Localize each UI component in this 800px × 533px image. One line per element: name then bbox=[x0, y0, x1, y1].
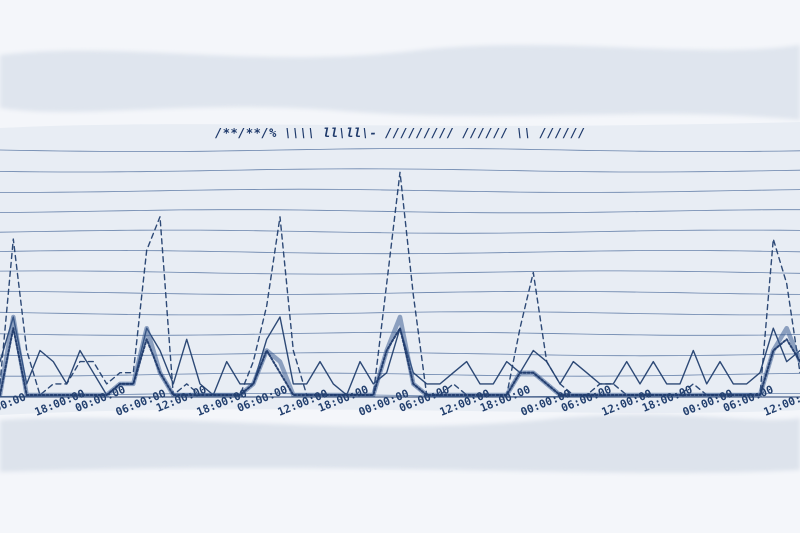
gridline bbox=[0, 209, 800, 214]
gridline bbox=[0, 148, 800, 152]
gridline bbox=[0, 331, 800, 336]
gridline bbox=[0, 188, 800, 193]
gridline bbox=[0, 250, 800, 255]
gridline bbox=[0, 270, 800, 275]
gridline bbox=[0, 229, 800, 234]
plot-wash bbox=[0, 122, 800, 415]
series-line-4 bbox=[0, 327, 800, 396]
chart-title: /**/**/% \\\\ ll\ll\- ///////// ////// \… bbox=[215, 126, 586, 140]
gridline bbox=[0, 352, 800, 357]
gridline bbox=[0, 311, 800, 316]
header-wash bbox=[0, 45, 800, 120]
footer-wash bbox=[0, 414, 800, 473]
gridline bbox=[0, 290, 800, 295]
gridline bbox=[0, 168, 800, 173]
series-group bbox=[0, 171, 800, 398]
